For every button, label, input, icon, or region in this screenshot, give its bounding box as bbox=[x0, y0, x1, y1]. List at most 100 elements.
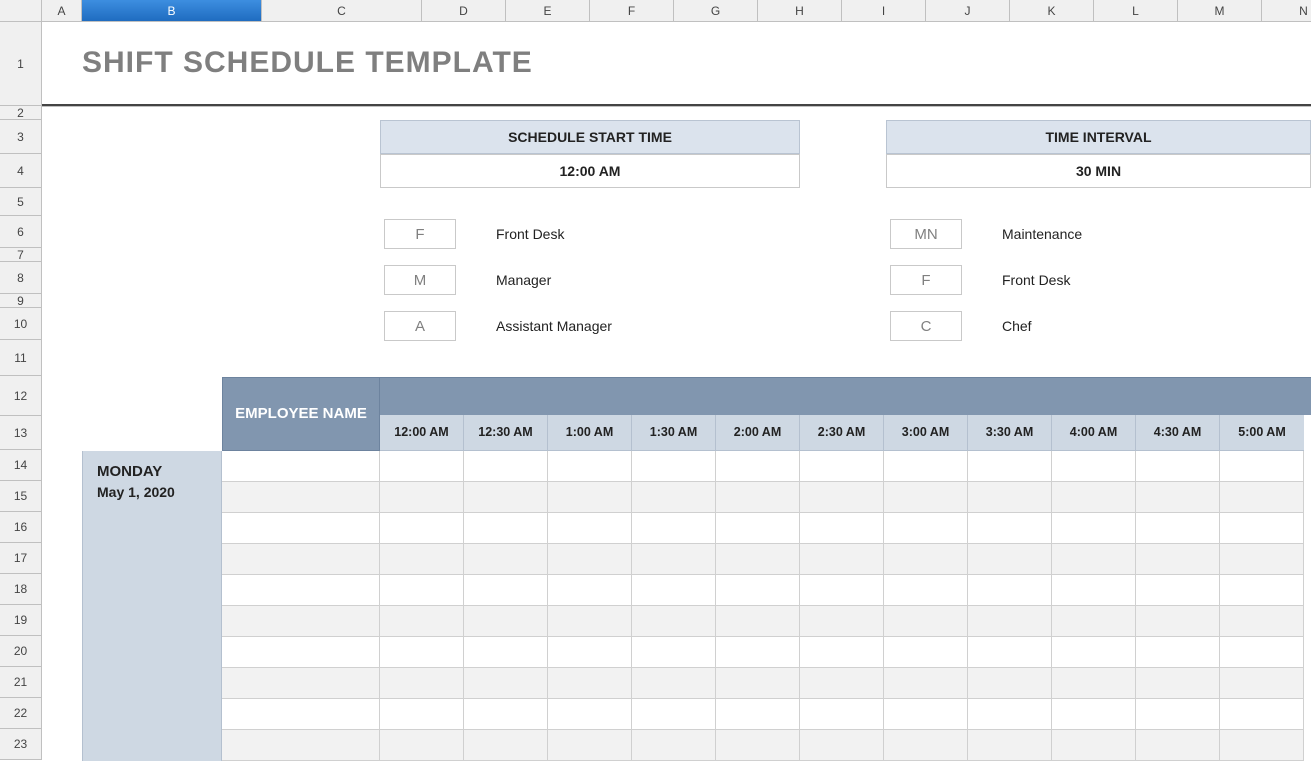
row-header-6[interactable]: 6 bbox=[0, 216, 42, 248]
grid-cell-1-0[interactable] bbox=[380, 482, 464, 513]
grid-cell-4-2[interactable] bbox=[548, 575, 632, 606]
row-header-2[interactable]: 2 bbox=[0, 106, 42, 120]
grid-cell-4-7[interactable] bbox=[968, 575, 1052, 606]
grid-cell-1-6[interactable] bbox=[884, 482, 968, 513]
column-header-l[interactable]: L bbox=[1094, 0, 1178, 21]
column-header-k[interactable]: K bbox=[1010, 0, 1094, 21]
grid-cell-7-8[interactable] bbox=[1052, 668, 1136, 699]
employee-cell-8[interactable] bbox=[222, 699, 380, 730]
grid-cell-8-0[interactable] bbox=[380, 699, 464, 730]
column-header-g[interactable]: G bbox=[674, 0, 758, 21]
employee-cell-7[interactable] bbox=[222, 668, 380, 699]
employee-cell-4[interactable] bbox=[222, 575, 380, 606]
grid-cell-9-3[interactable] bbox=[632, 730, 716, 761]
column-header-i[interactable]: I bbox=[842, 0, 926, 21]
grid-cell-3-3[interactable] bbox=[632, 544, 716, 575]
grid-cell-5-5[interactable] bbox=[800, 606, 884, 637]
column-header-h[interactable]: H bbox=[758, 0, 842, 21]
row-header-16[interactable]: 16 bbox=[0, 512, 42, 543]
row-header-22[interactable]: 22 bbox=[0, 698, 42, 729]
grid-cell-7-0[interactable] bbox=[380, 668, 464, 699]
legend-code-f[interactable]: F bbox=[384, 219, 456, 249]
grid-cell-5-4[interactable] bbox=[716, 606, 800, 637]
grid-cell-7-9[interactable] bbox=[1136, 668, 1220, 699]
grid-cell-2-3[interactable] bbox=[632, 513, 716, 544]
grid-cell-5-9[interactable] bbox=[1136, 606, 1220, 637]
employee-cell-9[interactable] bbox=[222, 730, 380, 761]
grid-cell-2-5[interactable] bbox=[800, 513, 884, 544]
row-header-17[interactable]: 17 bbox=[0, 543, 42, 574]
grid-cell-1-2[interactable] bbox=[548, 482, 632, 513]
grid-cell-2-10[interactable] bbox=[1220, 513, 1304, 544]
grid-cell-6-7[interactable] bbox=[968, 637, 1052, 668]
employee-cell-1[interactable] bbox=[222, 482, 380, 513]
grid-cell-7-5[interactable] bbox=[800, 668, 884, 699]
column-header-c[interactable]: C bbox=[262, 0, 422, 21]
grid-cell-5-2[interactable] bbox=[548, 606, 632, 637]
row-header-5[interactable]: 5 bbox=[0, 188, 42, 216]
grid-cell-9-6[interactable] bbox=[884, 730, 968, 761]
row-header-8[interactable]: 8 bbox=[0, 262, 42, 294]
grid-cell-7-4[interactable] bbox=[716, 668, 800, 699]
grid-cell-0-5[interactable] bbox=[800, 451, 884, 482]
grid-cell-2-0[interactable] bbox=[380, 513, 464, 544]
column-header-n[interactable]: N bbox=[1262, 0, 1311, 21]
grid-cell-0-6[interactable] bbox=[884, 451, 968, 482]
grid-cell-1-3[interactable] bbox=[632, 482, 716, 513]
grid-cell-1-7[interactable] bbox=[968, 482, 1052, 513]
grid-cell-6-3[interactable] bbox=[632, 637, 716, 668]
grid-cell-6-10[interactable] bbox=[1220, 637, 1304, 668]
schedule-start-time-value[interactable]: 12:00 AM bbox=[380, 154, 800, 188]
grid-cell-8-2[interactable] bbox=[548, 699, 632, 730]
row-header-7[interactable]: 7 bbox=[0, 248, 42, 262]
grid-cell-0-10[interactable] bbox=[1220, 451, 1304, 482]
column-header-b[interactable]: B bbox=[82, 0, 262, 21]
grid-cell-0-3[interactable] bbox=[632, 451, 716, 482]
employee-cell-5[interactable] bbox=[222, 606, 380, 637]
grid-cell-3-1[interactable] bbox=[464, 544, 548, 575]
column-header-d[interactable]: D bbox=[422, 0, 506, 21]
column-header-a[interactable]: A bbox=[42, 0, 82, 21]
grid-cell-7-1[interactable] bbox=[464, 668, 548, 699]
grid-cell-8-8[interactable] bbox=[1052, 699, 1136, 730]
grid-cell-9-5[interactable] bbox=[800, 730, 884, 761]
grid-cell-8-9[interactable] bbox=[1136, 699, 1220, 730]
grid-cell-0-2[interactable] bbox=[548, 451, 632, 482]
legend-code-f2[interactable]: F bbox=[890, 265, 962, 295]
grid-cell-8-10[interactable] bbox=[1220, 699, 1304, 730]
grid-cell-5-0[interactable] bbox=[380, 606, 464, 637]
grid-cell-0-1[interactable] bbox=[464, 451, 548, 482]
grid-cell-1-4[interactable] bbox=[716, 482, 800, 513]
grid-cell-2-1[interactable] bbox=[464, 513, 548, 544]
row-header-11[interactable]: 11 bbox=[0, 340, 42, 376]
grid-cell-1-10[interactable] bbox=[1220, 482, 1304, 513]
grid-cell-1-8[interactable] bbox=[1052, 482, 1136, 513]
employee-cell-2[interactable] bbox=[222, 513, 380, 544]
row-header-18[interactable]: 18 bbox=[0, 574, 42, 605]
row-header-21[interactable]: 21 bbox=[0, 667, 42, 698]
grid-cell-9-2[interactable] bbox=[548, 730, 632, 761]
grid-cell-4-1[interactable] bbox=[464, 575, 548, 606]
grid-cell-9-7[interactable] bbox=[968, 730, 1052, 761]
grid-cell-1-9[interactable] bbox=[1136, 482, 1220, 513]
grid-cell-1-5[interactable] bbox=[800, 482, 884, 513]
grid-cell-1-1[interactable] bbox=[464, 482, 548, 513]
grid-cell-8-5[interactable] bbox=[800, 699, 884, 730]
grid-cell-9-4[interactable] bbox=[716, 730, 800, 761]
grid-cell-9-1[interactable] bbox=[464, 730, 548, 761]
grid-cell-2-8[interactable] bbox=[1052, 513, 1136, 544]
grid-cell-3-7[interactable] bbox=[968, 544, 1052, 575]
grid-cell-0-4[interactable] bbox=[716, 451, 800, 482]
grid-cell-5-1[interactable] bbox=[464, 606, 548, 637]
legend-code-m[interactable]: M bbox=[384, 265, 456, 295]
grid-cell-0-0[interactable] bbox=[380, 451, 464, 482]
grid-cell-3-6[interactable] bbox=[884, 544, 968, 575]
grid-cell-6-5[interactable] bbox=[800, 637, 884, 668]
grid-cell-4-5[interactable] bbox=[800, 575, 884, 606]
grid-cell-5-6[interactable] bbox=[884, 606, 968, 637]
grid-cell-9-0[interactable] bbox=[380, 730, 464, 761]
grid-cell-7-3[interactable] bbox=[632, 668, 716, 699]
row-header-1[interactable]: 1 bbox=[0, 22, 42, 106]
grid-cell-3-8[interactable] bbox=[1052, 544, 1136, 575]
grid-cell-9-8[interactable] bbox=[1052, 730, 1136, 761]
